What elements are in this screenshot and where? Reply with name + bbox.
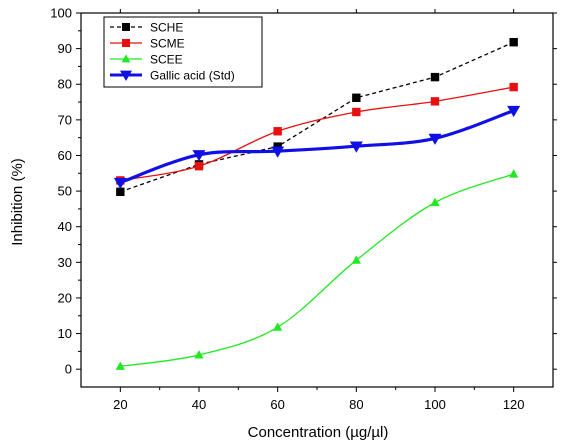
series-line: [120, 86, 514, 182]
legend-marker: [120, 70, 132, 81]
series-line: [120, 173, 514, 367]
x-tick-label: 40: [192, 397, 206, 412]
y-tick-label: 20: [58, 290, 72, 305]
x-tick-label: 120: [503, 397, 525, 412]
y-tick-label: 100: [50, 6, 72, 21]
data-point: [430, 197, 440, 207]
data-point: [509, 82, 518, 92]
data-point: [428, 133, 442, 145]
y-tick-label: 50: [58, 184, 72, 199]
data-point: [509, 38, 518, 47]
data-point: [273, 322, 283, 331]
y-tick-label: 90: [58, 41, 72, 56]
series-layer: [113, 38, 521, 370]
data-point: [352, 107, 361, 117]
axes: 20 40 60 80 100 120 0 10 20 30 40 50 60 70 80 90 100: [50, 6, 557, 412]
x-tick-label: 20: [113, 397, 127, 412]
data-point: [194, 161, 204, 171]
data-point: [430, 72, 440, 82]
series-gallic-acid-std: [113, 105, 521, 190]
legend-label: Gallic acid (Std): [150, 69, 235, 83]
data-point: [430, 97, 440, 106]
data-point: [115, 361, 125, 370]
data-point: [116, 187, 125, 197]
data-point: [509, 169, 519, 178]
legend-marker: [121, 54, 131, 63]
y-tick-label: 60: [58, 148, 72, 163]
legend: SCHE SCME SCEE Gallic acid (Std): [103, 16, 263, 88]
y-tick-label: 10: [58, 326, 72, 341]
series-line: [119, 109, 515, 185]
legend-label: SCHE: [150, 21, 183, 35]
data-point: [192, 150, 206, 162]
y-tick-label: 80: [58, 77, 72, 92]
x-tick-label: 60: [270, 397, 284, 412]
data-point: [273, 127, 282, 136]
legend-marker: [122, 39, 130, 47]
data-point: [507, 105, 521, 118]
y-tick-label: 0: [65, 362, 72, 377]
data-point: [352, 93, 361, 102]
y-tick-label: 40: [58, 219, 72, 234]
legend-item: Gallic acid (Std): [110, 69, 235, 83]
x-tick-label: 100: [424, 397, 446, 412]
legend-label: SCME: [150, 37, 185, 51]
legend-label: SCEE: [150, 53, 183, 67]
x-axis-label: Concentration (µg/µl): [248, 424, 389, 441]
legend-item: SCEE: [110, 53, 183, 67]
x-tick-label: 80: [349, 397, 363, 412]
y-tick-label: 70: [58, 112, 72, 127]
data-point: [349, 141, 363, 153]
data-point: [194, 350, 204, 359]
y-tick-label: 30: [58, 255, 72, 270]
legend-item: SCHE: [110, 21, 183, 35]
data-point: [351, 255, 361, 264]
series-scme: [116, 82, 518, 185]
data-point: [113, 177, 127, 190]
data-point: [271, 146, 285, 158]
series-scee: [115, 169, 519, 370]
series-line: [120, 41, 514, 193]
legend-item: SCME: [110, 37, 185, 51]
legend-marker: [122, 23, 130, 31]
y-axis-label: Inhibition (%): [9, 158, 26, 246]
